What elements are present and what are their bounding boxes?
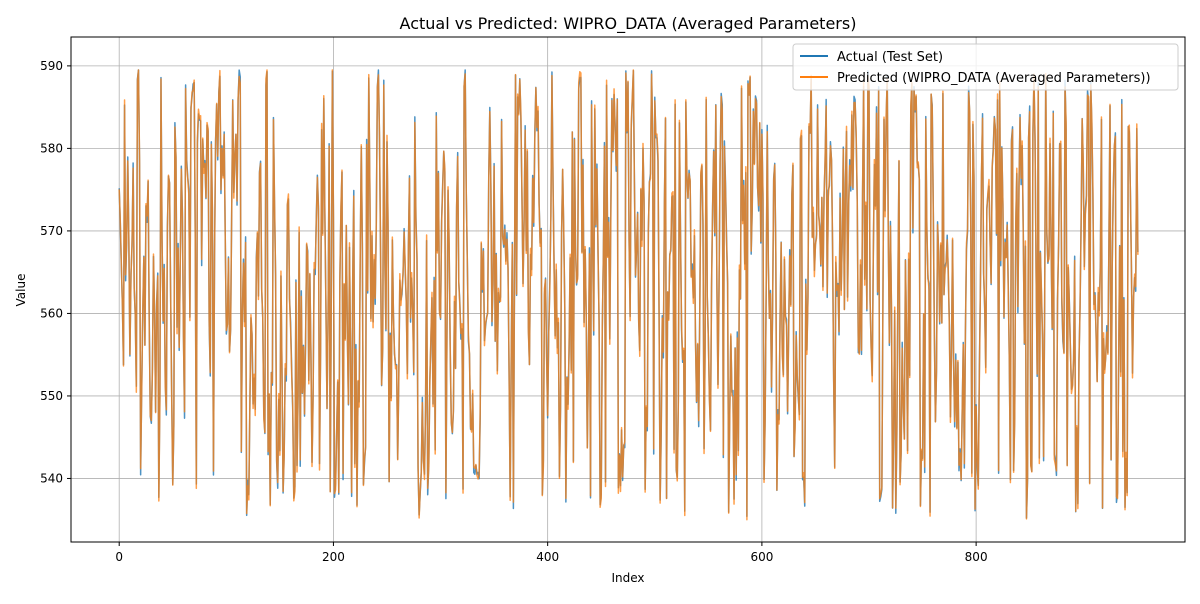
series-predicted-line bbox=[118, 69, 1139, 521]
y-axis-label: Value bbox=[14, 274, 28, 307]
y-ticks: 540 550 560 570 580 590 bbox=[40, 59, 71, 485]
y-tick-label: 550 bbox=[40, 389, 63, 403]
y-tick-label: 590 bbox=[40, 59, 63, 73]
legend-box bbox=[792, 43, 1179, 91]
x-tick-label: 0 bbox=[115, 550, 123, 564]
plot-frame bbox=[70, 36, 1186, 543]
chart-title: Actual vs Predicted: WIPRO_DATA (Average… bbox=[400, 14, 857, 34]
x-tick-label: 800 bbox=[965, 550, 988, 564]
legend: Actual (Test Set) Predicted (WIPRO_DATA … bbox=[792, 43, 1179, 91]
legend-label-actual: Actual (Test Set) bbox=[837, 50, 943, 65]
legend-label-predicted: Predicted (WIPRO_DATA (Averaged Paramete… bbox=[837, 71, 1151, 86]
x-tick-label: 400 bbox=[536, 550, 559, 564]
y-tick-label: 540 bbox=[40, 471, 63, 485]
series-layer bbox=[118, 69, 1139, 521]
x-tick-label: 600 bbox=[750, 550, 773, 564]
y-tick-label: 570 bbox=[40, 224, 63, 238]
x-axis-label: Index bbox=[611, 571, 644, 585]
x-ticks: 0 200 400 600 800 bbox=[115, 542, 988, 564]
y-tick-label: 580 bbox=[40, 141, 63, 155]
x-tick-label: 200 bbox=[322, 550, 345, 564]
y-tick-label: 560 bbox=[40, 306, 63, 320]
